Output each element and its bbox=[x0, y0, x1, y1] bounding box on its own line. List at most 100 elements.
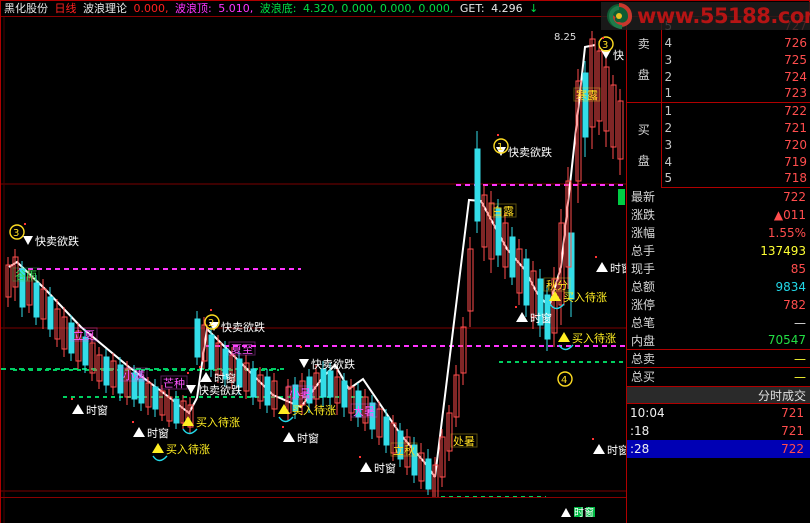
quote-value: 85 bbox=[790, 261, 806, 276]
quote-label: 涨停 bbox=[631, 298, 656, 312]
buy-triangle-icon bbox=[278, 404, 290, 414]
quote-value: 782 bbox=[783, 297, 806, 312]
quote-row: 最新 722 bbox=[627, 188, 810, 206]
solar-term-box bbox=[450, 433, 478, 448]
sell-signal-label: 快 bbox=[613, 49, 624, 62]
quote-label: 涨跌 bbox=[631, 208, 656, 222]
price-tag-825: 8.25 bbox=[554, 32, 576, 43]
wave-bottom-values: 4.320, 0.000, 0.000, 0.000, bbox=[302, 2, 454, 15]
order-book-price[interactable]: 723 bbox=[683, 85, 810, 103]
order-book-price[interactable]: 727 bbox=[784, 18, 807, 33]
order-book-level: 1 bbox=[664, 103, 673, 118]
solar-term-label: 芒种 bbox=[163, 376, 185, 390]
order-book-buy-row[interactable]: 买盘 1 722 bbox=[627, 102, 810, 187]
signal-dot bbox=[497, 134, 499, 136]
price-chart-svg[interactable]: .cjk { font-family: "DejaVu Sans", sans-… bbox=[1, 17, 626, 507]
solar-term-box bbox=[160, 375, 188, 390]
candlestick-chart-area[interactable]: .cjk { font-family: "DejaVu Sans", sans-… bbox=[1, 17, 626, 507]
order-book-price[interactable]: 720 bbox=[784, 137, 807, 152]
solar-term-box bbox=[350, 403, 378, 418]
quote-value: 722 bbox=[783, 189, 806, 204]
sell-signal-label: 快卖欲跌 bbox=[198, 383, 242, 397]
wave-top-value: 5.010, bbox=[218, 2, 254, 15]
order-book-sell-row[interactable]: 3 725 bbox=[627, 51, 810, 68]
solar-term-label: 小暑 bbox=[289, 387, 311, 400]
quote-value: 137493 bbox=[760, 243, 806, 258]
quote-label: 现手 bbox=[631, 262, 656, 276]
order-book-buy-row[interactable]: 4 719 bbox=[627, 153, 810, 170]
buy-signal-label: 买入待涨 bbox=[196, 415, 240, 429]
order-book-price[interactable]: 721 bbox=[784, 120, 807, 135]
period-label[interactable]: 日线 bbox=[54, 2, 77, 15]
quote-row: 总笔 — bbox=[627, 314, 810, 332]
order-book-level: 5 bbox=[664, 18, 673, 33]
signal-dot bbox=[300, 346, 302, 348]
order-book-price[interactable]: 725 bbox=[784, 52, 807, 67]
order-book-price[interactable]: 719 bbox=[784, 154, 807, 169]
buy-triangle-icon bbox=[549, 291, 561, 301]
time-window-dot bbox=[359, 456, 361, 458]
buy-bracket-icon bbox=[182, 428, 198, 435]
order-book-price[interactable]: 722 bbox=[784, 103, 807, 118]
quote-value: 9834 bbox=[775, 279, 806, 294]
time-window-triangle-icon bbox=[360, 462, 372, 472]
time-window-label: 时窗 bbox=[214, 371, 236, 385]
quote-value: 70547 bbox=[767, 333, 806, 348]
order-book-sell-row[interactable]: 2 724 bbox=[627, 68, 810, 85]
order-book-price[interactable]: 718 bbox=[683, 170, 810, 188]
quote-label: 总手 bbox=[631, 244, 656, 258]
order-book-level: 2 bbox=[664, 120, 673, 135]
indicator-name-label: 波浪理论 bbox=[83, 2, 127, 15]
order-book-price[interactable]: 724 bbox=[784, 69, 807, 84]
quote-side-panel[interactable]: 卖盘 5 727 4 726 3 725 2 724 1 723 买盘 1 722 2 721 3 720 4 71… bbox=[626, 17, 810, 523]
time-window-triangle-icon bbox=[72, 404, 84, 414]
order-book-buy-row[interactable]: 2 721 bbox=[627, 119, 810, 136]
solar-term-label: 处暑 bbox=[453, 435, 475, 448]
quote-value: 1.55% bbox=[767, 225, 806, 240]
sell-side-label: 卖盘 bbox=[627, 17, 662, 102]
time-sales-row[interactable]: :28 722 bbox=[627, 439, 810, 458]
quote-row: 内盘 70547 bbox=[627, 332, 810, 350]
time-sales-row[interactable]: :18 721 bbox=[627, 422, 810, 440]
signal-dot bbox=[24, 223, 26, 225]
order-book-level: 4 bbox=[664, 154, 673, 169]
volume-subpanel[interactable]: 时窗 bbox=[1, 497, 626, 523]
buy-triangle-icon bbox=[558, 332, 570, 342]
get-value: 4.296 bbox=[491, 2, 523, 15]
time-window-dot bbox=[515, 306, 517, 308]
candlestick-series bbox=[5, 31, 625, 507]
solar-term-box bbox=[12, 267, 40, 282]
order-book-sell-row[interactable]: 1 723 bbox=[627, 85, 810, 103]
buy-signal-label: 买入待涨 bbox=[563, 290, 607, 304]
order-book-sell-row[interactable]: 卖盘 5 727 bbox=[627, 17, 810, 102]
time-sales-list[interactable]: 10:04 721:18 721:28 722 bbox=[627, 404, 810, 458]
solar-term-label: 大暑 bbox=[353, 404, 375, 418]
trade-time: 10:04 bbox=[630, 405, 665, 420]
time-sales-header: 分时成交 bbox=[627, 385, 810, 404]
stock-name-label[interactable]: 黑化股份 bbox=[4, 2, 48, 15]
order-book-table[interactable]: 卖盘 5 727 4 726 3 725 2 724 1 723 买盘 1 722 2 721 3 720 4 71… bbox=[627, 17, 810, 188]
solar-term-label: 秋分 bbox=[546, 278, 568, 292]
time-window-dot bbox=[595, 256, 597, 258]
trade-price: 721 bbox=[781, 423, 804, 438]
time-window-triangle-icon bbox=[516, 312, 528, 322]
quote-value: — bbox=[695, 349, 810, 368]
quote-row: 总额 9834 bbox=[627, 278, 810, 296]
time-sales-row[interactable]: 10:04 721 bbox=[627, 404, 810, 422]
signal-dot bbox=[602, 37, 604, 39]
order-book-price[interactable]: 726 bbox=[784, 35, 807, 50]
order-book-buy-row[interactable]: 3 720 bbox=[627, 136, 810, 153]
wave-circle-icon bbox=[557, 371, 573, 387]
order-book-sell-row[interactable]: 4 726 bbox=[627, 34, 810, 51]
order-book-buy-row[interactable]: 5 718 bbox=[627, 170, 810, 188]
quote-row: 现手 85 bbox=[627, 260, 810, 278]
order-book-level: 4 bbox=[664, 35, 673, 50]
quote-value: — bbox=[695, 367, 810, 386]
order-book-level: 3 bbox=[664, 52, 673, 67]
time-window-label: 时窗 bbox=[147, 426, 169, 440]
time-window-dot bbox=[592, 438, 594, 440]
buy-triangle-icon bbox=[152, 443, 164, 453]
time-window-label: 时窗 bbox=[374, 461, 396, 475]
wave-top-label: 波浪顶: bbox=[175, 2, 212, 15]
